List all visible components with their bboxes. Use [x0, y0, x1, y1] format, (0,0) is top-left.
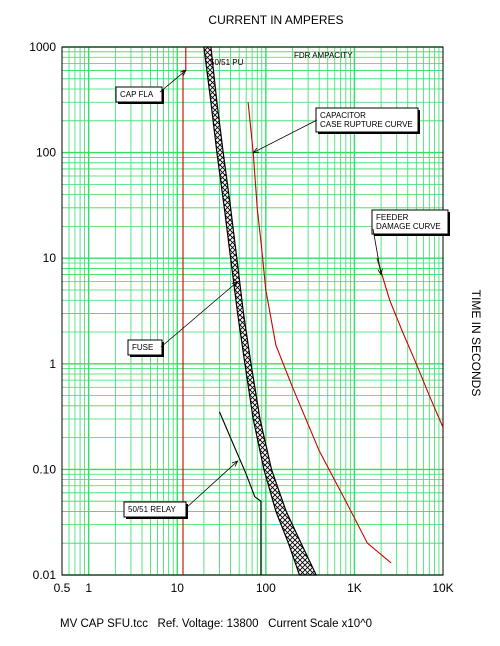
- annotation-label-feeder-damage-curve: DAMAGE CURVE: [376, 222, 441, 231]
- curve-fuse: [203, 46, 318, 576]
- x-tick-label: 1K: [347, 581, 362, 595]
- y-tick-label: 10: [43, 251, 57, 265]
- curve-feeder-damage-curve: [376, 258, 444, 428]
- annotation-fdr-ampacity: FDR AMPACITY: [294, 51, 353, 60]
- y-tick-label: 0.01: [33, 568, 57, 582]
- x-tick-label: 10: [171, 581, 185, 595]
- curve-50-51-relay: [218, 411, 262, 575]
- x-tick-labels: 0.5 1 10 100 1K 10K: [54, 581, 454, 595]
- annotation-leader: [185, 460, 238, 509]
- annotation-box-feeder-damage-curve: [371, 209, 449, 235]
- plot-grid: [61, 46, 443, 576]
- chart-title: CURRENT IN AMPERES: [208, 13, 343, 27]
- annotation-box-50-51-relay: [123, 501, 187, 518]
- x-tick-label: 1: [85, 581, 92, 595]
- annotation-leader: [159, 70, 187, 93]
- annotation-leader: [372, 228, 382, 275]
- x-tick-label: 10K: [432, 581, 453, 595]
- y-tick-label: 1: [49, 357, 56, 371]
- annotation-label-feeder-damage-curve: FEEDER: [376, 213, 409, 222]
- annotation-box-cap-fla: [115, 86, 163, 103]
- y-tick-labels: 1000 100 10 1 0.10 0.01: [29, 40, 56, 582]
- y-axis-label: TIME IN SECONDS: [469, 290, 483, 397]
- y-tick-label: 1000: [29, 40, 56, 54]
- curve-cap-fla: [182, 47, 187, 575]
- y-tick-label: 100: [36, 146, 56, 160]
- annotation-label-50-51-relay: 50/51 RELAY: [128, 505, 177, 514]
- y-tick-label: 0.10: [33, 462, 57, 476]
- annotation-arrowhead: [231, 460, 239, 467]
- annotation-leader: [253, 119, 318, 153]
- annotation-box-fuse: [127, 339, 163, 356]
- annotation-leader: [160, 281, 238, 348]
- annotation-arrowhead: [179, 69, 187, 76]
- annotation-label-fuse: FUSE: [132, 343, 153, 352]
- annotation-arrowhead: [231, 280, 239, 288]
- annotation-arrowhead: [377, 268, 383, 276]
- annotation-arrowhead: [252, 147, 260, 154]
- curve-capacitor-case-rupture-curve: [247, 102, 392, 564]
- x-tick-label: 0.5: [54, 581, 71, 595]
- annotation-label-cap-fla: CAP FLA: [120, 90, 154, 99]
- plot-frame: [61, 46, 444, 576]
- annotation-label-capacitor-case-rupture-curve: CASE RUPTURE CURVE: [320, 120, 413, 129]
- annotation-50-51-pu: 50/51 PU: [210, 58, 244, 67]
- annotation-label-capacitor-case-rupture-curve: CAPACITOR: [320, 111, 366, 120]
- annotation-box-capacitor-case-rupture-curve: [315, 107, 419, 133]
- footer-text: MV CAP SFU.tcc Ref. Voltage: 13800 Curre…: [60, 618, 372, 630]
- x-tick-label: 100: [256, 581, 276, 595]
